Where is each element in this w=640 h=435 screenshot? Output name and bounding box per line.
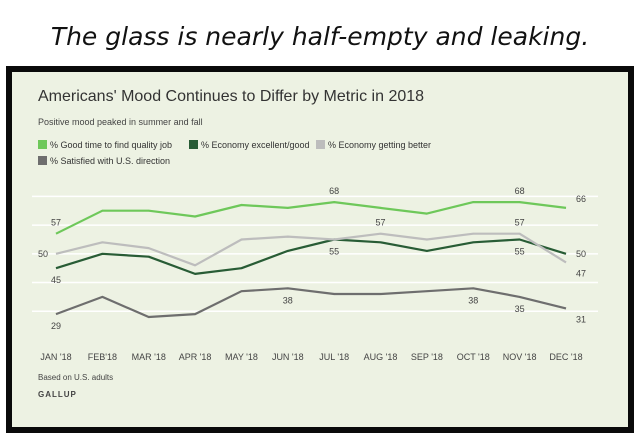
data-label: 47 [576,268,586,278]
x-tick-label: APR '18 [179,352,212,362]
data-point [194,313,196,315]
data-label: 38 [468,295,478,305]
x-tick-label: JUL '18 [319,352,349,362]
data-point [148,210,150,212]
legend-swatch [316,140,325,149]
data-point [194,215,196,217]
data-point [472,233,474,235]
data-label: 55 [329,246,339,256]
data-point [148,316,150,318]
data-label: 57 [376,218,386,228]
data-label: 66 [576,194,586,204]
data-point [565,307,567,309]
data-label: 29 [51,321,61,331]
data-label: 50 [38,249,48,259]
data-point [101,253,103,255]
data-label: 31 [576,314,586,324]
series-line-0 [55,201,567,235]
x-tick-label: OCT '18 [457,352,490,362]
data-label: 57 [515,218,525,228]
data-point [101,210,103,212]
data-point [333,238,335,240]
data-point [287,250,289,252]
x-tick-label: JAN '18 [40,352,71,362]
series-line-2 [55,232,567,267]
data-label: 45 [51,275,61,285]
data-label: 38 [283,295,293,305]
data-point [240,204,242,206]
data-point [426,238,428,240]
data-point [518,201,520,203]
data-label: 50 [576,249,586,259]
data-point [426,212,428,214]
series-line-1 [55,238,567,275]
data-point [379,241,381,243]
legend-label: % Economy getting better [328,140,432,150]
data-point [101,296,103,298]
data-point [148,255,150,257]
data-point [240,267,242,269]
legend-label: % Economy excellent/good [201,140,310,150]
chart-title: Americans' Mood Continues to Differ by M… [38,88,425,105]
data-point [194,264,196,266]
data-point [472,241,474,243]
gallup-brand: GALLUP [38,390,77,399]
x-tick-label: MAY '18 [225,352,258,362]
line-chart-plot: JAN '18 FEB'18 MAR '18 APR '18 MAY '18 JUN '1… [32,186,598,362]
data-point [194,273,196,275]
data-point [240,238,242,240]
data-label: 35 [515,304,525,314]
slide-caption: The glass is nearly half-empty and leaki… [50,22,590,51]
legend-item-satisfied: % Satisfied with U.S. direction [38,156,170,166]
legend-swatch [189,140,198,149]
x-tick-label: AUG '18 [364,352,398,362]
data-point [101,241,103,243]
data-point [565,207,567,209]
data-point [55,253,57,255]
data-point [379,233,381,235]
data-point [333,201,335,203]
legend-swatch [38,156,47,165]
data-point [55,233,57,235]
data-point [287,207,289,209]
data-point [518,296,520,298]
data-point [379,207,381,209]
legend-label: % Satisfied with U.S. direction [50,156,171,166]
data-point [565,261,567,263]
source-note: Based on U.S. adults [38,373,114,382]
data-point [472,201,474,203]
legend-item-economy-better: % Economy getting better [316,140,431,150]
data-point [518,238,520,240]
x-tick-label: FEB'18 [88,352,117,362]
chart-subtitle: Positive mood peaked in summer and fall [38,117,203,127]
legend-item-job: % Good time to find quality job [38,140,172,150]
series-line-3 [55,287,567,319]
data-label: 68 [329,186,339,196]
data-label: 57 [51,218,61,228]
legend-label: % Good time to find quality job [50,140,173,150]
x-tick-label: NOV '18 [503,352,537,362]
data-point [148,247,150,249]
x-tick-label: MAR '18 [132,352,166,362]
x-tick-label: DEC '18 [549,352,582,362]
data-point [333,293,335,295]
chart-card: Americans' Mood Continues to Differ by M… [6,66,634,433]
data-label: 68 [515,186,525,196]
legend-swatch [38,140,47,149]
x-tick-label: SEP '18 [411,352,443,362]
data-point [55,313,57,315]
data-point [426,290,428,292]
data-point [240,290,242,292]
data-point [287,235,289,237]
data-point [518,233,520,235]
legend-item-economy-good: % Economy excellent/good [189,140,310,150]
data-label: 55 [515,246,525,256]
data-point [472,287,474,289]
data-point [55,267,57,269]
x-tick-label: JUN '18 [272,352,304,362]
data-point [565,253,567,255]
data-point [379,293,381,295]
data-point [287,287,289,289]
data-point [426,250,428,252]
